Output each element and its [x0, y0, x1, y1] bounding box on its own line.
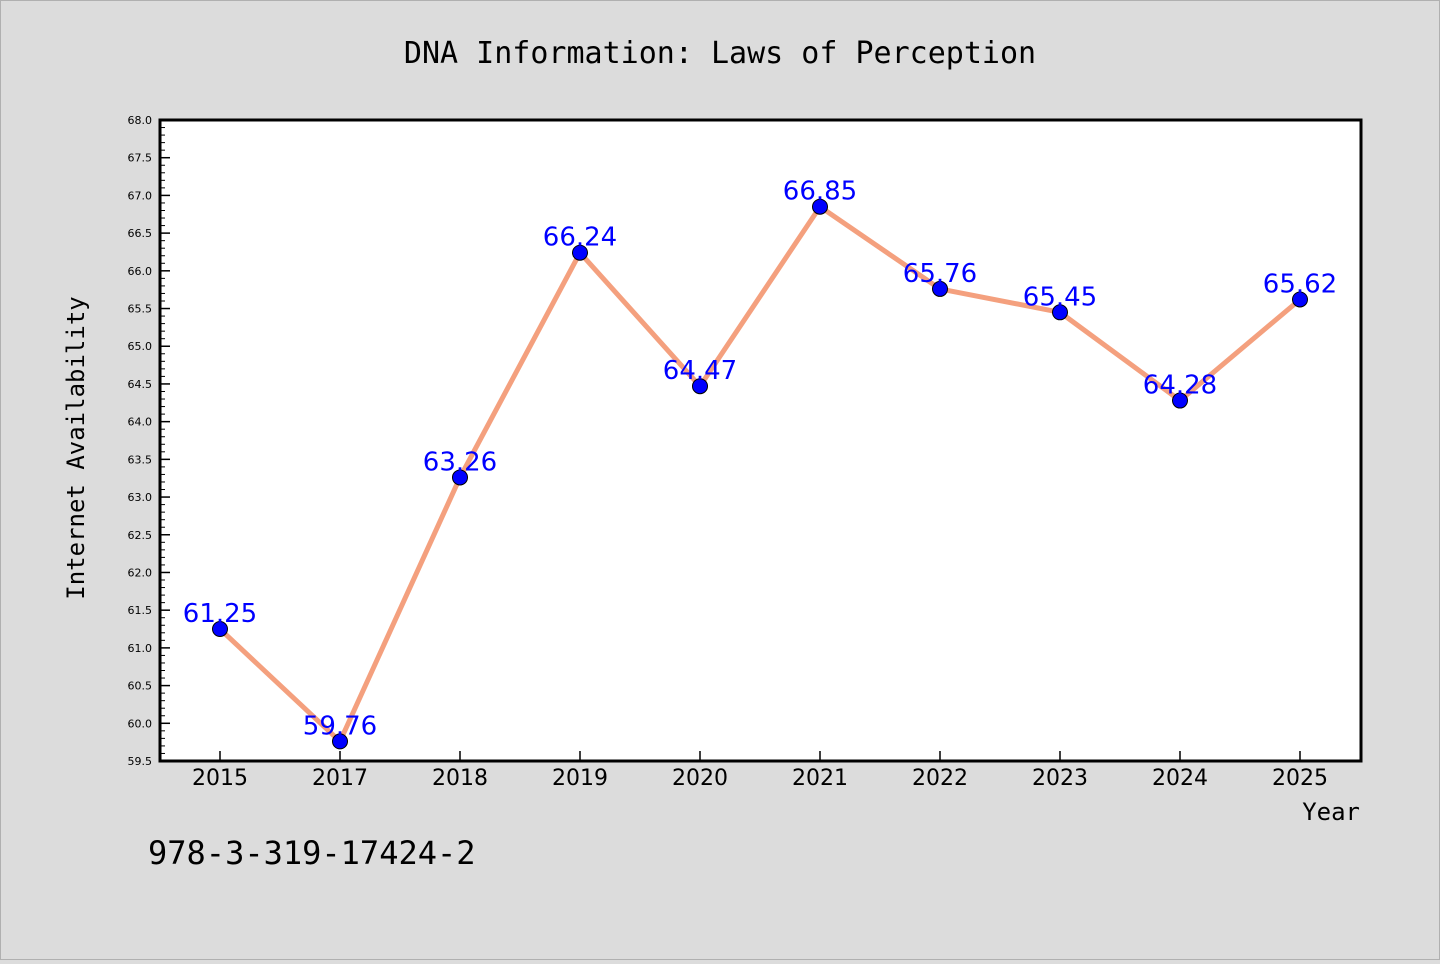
y-axis-label: Internet Availability: [62, 296, 90, 599]
y-tick-label: 66.5: [128, 227, 153, 240]
x-axis: 2015 2017 2018 2019 2020 2021 2022 2023 2024 2025: [192, 751, 1328, 791]
series-line: [218, 204, 1302, 744]
y-tick-label: 60.0: [128, 717, 153, 730]
y-axis: 59.5 60.0 60.5 61.0 61.5 62.0 62.5 63.0 63.5 64.0…: [128, 114, 170, 768]
chart-title: DNA Information: Laws of Perception: [404, 36, 1036, 71]
y-tick-label: 64.0: [128, 416, 153, 429]
x-tick-label: 2024: [1152, 766, 1208, 791]
data-label: 64.47: [663, 356, 737, 386]
data-label: 66.85: [783, 177, 857, 207]
x-tick-label: 2025: [1272, 766, 1328, 791]
y-tick-label: 59.5: [128, 755, 153, 768]
x-tick-label: 2019: [552, 766, 608, 791]
y-tick-label: 65.0: [128, 340, 153, 353]
y-tick-label: 60.5: [128, 680, 153, 693]
y-tick-label: 64.5: [128, 378, 153, 391]
x-tick-label: 2023: [1032, 766, 1088, 791]
data-label: 64.28: [1143, 371, 1217, 401]
y-tick-label: 62.5: [128, 529, 153, 542]
data-label: 65.45: [1023, 282, 1097, 312]
x-tick-label: 2021: [792, 766, 848, 791]
series-layer: 61.25 59.76 63.26 66.24 64.47 66.85 65.76 65.45…: [183, 177, 1337, 750]
data-point: [1292, 291, 1308, 308]
y-tick-label: 65.5: [128, 303, 153, 316]
x-tick-label: 2018: [432, 766, 488, 791]
data-point: [692, 378, 708, 395]
data-point: [1172, 392, 1188, 409]
isbn-label: 978-3-319-17424-2: [148, 834, 476, 872]
y-tick-label: 67.5: [128, 152, 153, 165]
y-tick-label: 61.0: [128, 642, 153, 655]
y-tick-label: 63.5: [128, 453, 153, 466]
data-point: [1052, 304, 1068, 321]
x-tick-label: 2022: [912, 766, 968, 791]
y-tick-label: 68.0: [128, 114, 153, 127]
x-tick-label: 2020: [672, 766, 728, 791]
data-point: [572, 244, 588, 261]
data-label: 63.26: [423, 447, 497, 477]
x-tick-label: 2017: [312, 766, 368, 791]
y-tick-label: 62.0: [128, 566, 153, 579]
data-label: 65.62: [1263, 269, 1337, 299]
data-label: 61.25: [183, 599, 257, 629]
y-tick-label: 67.0: [128, 189, 153, 202]
data-label: 59.76: [303, 711, 377, 741]
data-label: 65.76: [903, 259, 977, 289]
data-point: [932, 280, 948, 297]
y-tick-label: 66.0: [128, 265, 153, 278]
data-point: [212, 621, 228, 638]
data-label: 66.24: [543, 223, 617, 253]
plot-area: [158, 118, 1363, 763]
data-point: [452, 469, 468, 486]
x-axis-label: Year: [1302, 798, 1360, 826]
x-tick-label: 2015: [192, 766, 248, 791]
y-tick-label: 63.0: [128, 491, 153, 504]
data-point: [332, 733, 348, 750]
y-tick-label: 61.5: [128, 604, 153, 617]
data-point: [812, 198, 828, 215]
